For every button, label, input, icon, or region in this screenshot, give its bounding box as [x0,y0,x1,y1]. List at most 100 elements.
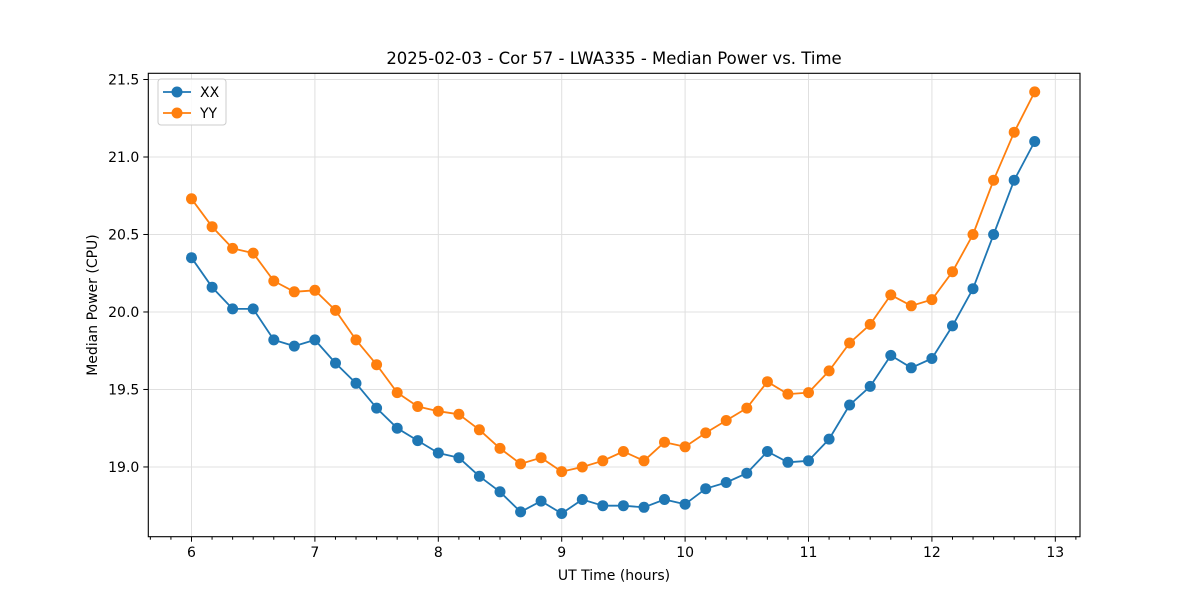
data-point-marker [823,433,835,445]
data-point-marker [782,456,794,468]
legend: XX YY [157,78,227,126]
x-tick-label: 7 [310,545,319,561]
data-point-marker [803,455,814,467]
legend-marker-xx [171,86,183,98]
data-point-marker [864,318,876,330]
data-point-marker [1008,174,1020,186]
data-point-marker [679,441,691,453]
x-tick-label: 12 [923,545,941,561]
data-point-marker [412,435,424,447]
data-point-marker [391,422,403,434]
x-tick-label: 9 [557,545,566,561]
y-tick-label: 21.5 [108,72,139,88]
data-point-marker [227,242,239,254]
data-point-marker [741,402,753,414]
data-point-marker [309,334,321,346]
axis-tick-labels: 6 7 8 9 10 11 12 13 19.0 19.5 20.0 20.5 21.0 21.5 [108,72,1064,561]
chart-title: 2025-02-03 - Cor 57 - LWA335 - Median Po… [386,49,841,68]
data-point-marker [761,376,773,388]
data-point-marker [576,494,588,505]
data-point-marker [720,415,732,426]
data-point-marker [638,455,650,467]
plot-border [147,72,1081,538]
data-point-marker [412,401,424,412]
data-point-marker [371,359,383,371]
data-point-marker [741,467,753,479]
data-point-marker [947,320,958,332]
data-point-marker [288,340,300,352]
data-point-marker [432,447,444,459]
data-point-marker [947,266,958,278]
data-point-marker [700,427,712,439]
data-point-marker [186,252,197,264]
x-tick-label: 11 [800,545,818,561]
y-axis-label: Median Power (CPU) [85,234,101,376]
data-point-marker [473,470,485,482]
data-point-marker [515,506,527,518]
data-point-marker [350,377,362,389]
data-point-marker [720,477,732,488]
data-point-marker [761,446,773,457]
x-axis-label: UT Time (hours) [558,568,670,584]
axis-ticks [143,78,1077,542]
data-point-marker [556,466,568,478]
data-point-marker [576,461,588,473]
x-tick-label: 6 [187,545,196,561]
data-point-marker [288,286,300,298]
legend-entry-yy: YY [163,106,218,122]
data-point-marker [494,486,506,498]
data-point-marker [803,387,814,399]
data-point-marker [1008,126,1020,138]
series-markers-xx [186,136,1041,519]
y-tick-label: 20.0 [108,305,139,321]
data-point-marker [1029,86,1041,98]
legend-entry-xx: XX [163,85,220,101]
data-point-marker [247,247,259,259]
data-point-marker [453,408,465,420]
data-point-marker [597,455,609,467]
data-point-marker [206,221,218,233]
data-point-marker [535,452,547,464]
data-point-marker [617,500,629,512]
series-line-yy [190,91,1036,473]
data-point-marker [679,498,691,510]
x-tick-label: 13 [1046,545,1064,561]
data-point-marker [885,349,897,361]
data-point-marker [905,300,917,312]
data-point-marker [700,483,712,495]
data-point-marker [309,284,321,296]
data-point-marker [638,501,650,513]
data-point-marker [535,495,547,507]
data-point-marker [330,357,341,369]
data-point-marker [330,304,341,316]
data-point-marker [206,281,218,293]
data-point-marker [988,174,1000,186]
data-point-marker [659,436,670,448]
series-line-xx [190,141,1036,515]
data-point-marker [844,399,856,411]
y-tick-label: 21.0 [108,150,139,166]
data-point-marker [473,424,485,436]
data-point-marker [432,405,444,417]
data-point-marker [371,402,383,414]
data-point-marker [268,275,280,287]
grid-lines [148,73,1080,537]
data-point-marker [597,500,609,512]
legend-label-yy: YY [199,106,218,122]
data-point-marker [864,380,876,392]
data-point-marker [268,334,280,346]
data-point-marker [391,387,403,399]
data-point-marker [926,294,938,306]
data-point-marker [844,337,856,349]
data-point-marker [926,353,938,364]
y-tick-label: 19.5 [108,382,139,398]
data-point-marker [967,283,979,295]
data-point-marker [988,229,1000,240]
data-point-marker [782,388,794,400]
legend-label-xx: XX [200,85,220,101]
data-point-marker [556,508,568,519]
y-tick-label: 20.5 [108,227,139,243]
data-point-marker [494,442,506,454]
data-point-marker [515,458,527,470]
